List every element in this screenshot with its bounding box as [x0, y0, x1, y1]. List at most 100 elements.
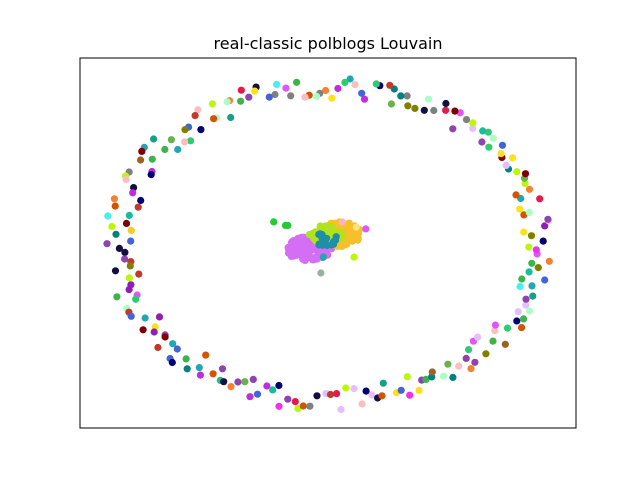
ring-node: [127, 237, 135, 245]
core-node: [293, 237, 302, 245]
ring-node: [378, 392, 386, 400]
ring-node: [497, 150, 505, 158]
ring-node: [527, 232, 536, 240]
core-node: [316, 240, 324, 249]
ring-node: [227, 383, 235, 391]
ring-node: [125, 286, 133, 294]
ring-node: [532, 246, 540, 254]
ring-node: [127, 226, 135, 234]
core-outlier-node: [352, 223, 360, 231]
ring-node: [516, 205, 524, 213]
ring-node: [208, 100, 216, 108]
ring-node: [360, 95, 369, 103]
ring-node: [104, 212, 112, 220]
ring-node: [322, 86, 330, 95]
ring-node: [513, 317, 521, 325]
ring-node: [282, 84, 290, 92]
ring-node: [227, 113, 235, 122]
ring-node: [137, 156, 145, 164]
ring-node: [167, 136, 175, 144]
ring-node: [287, 92, 295, 100]
ring-node: [326, 390, 335, 399]
ring-node: [273, 80, 281, 88]
ring-node: [147, 171, 155, 179]
ring-node: [328, 94, 336, 102]
ring-node: [379, 379, 387, 387]
ring-node: [513, 168, 521, 176]
ring-node: [420, 106, 428, 114]
ring-node: [108, 222, 116, 231]
ring-node: [444, 360, 452, 368]
ring-node: [525, 307, 534, 315]
ring-node: [520, 228, 528, 236]
ring-node: [503, 324, 512, 332]
ring-node: [137, 196, 145, 205]
ring-node: [403, 92, 411, 100]
ring-node: [341, 78, 349, 86]
ring-node: [291, 398, 299, 406]
ring-node: [112, 230, 120, 238]
ring-node: [387, 100, 395, 108]
ring-node: [161, 145, 169, 153]
ring-node: [469, 119, 477, 127]
ring-node: [525, 185, 534, 193]
ring-node: [301, 93, 309, 101]
core-node: [323, 234, 331, 242]
core-outlier-node: [317, 269, 325, 277]
ring-node: [362, 387, 370, 395]
ring-node: [501, 340, 509, 348]
ring-node: [358, 400, 366, 408]
ring-node: [346, 75, 354, 83]
ring-node: [442, 106, 450, 114]
ring-node: [469, 124, 477, 132]
core-outlier-node: [270, 218, 278, 226]
ring-node: [397, 92, 405, 100]
ring-node: [386, 81, 394, 89]
ring-node: [313, 92, 321, 100]
ring-node: [313, 392, 321, 400]
ring-node: [125, 274, 133, 282]
ring-node: [181, 126, 189, 134]
ring-node: [122, 175, 130, 183]
core-node: [341, 241, 350, 249]
ring-node: [111, 202, 119, 210]
ring-node: [479, 127, 487, 135]
ring-node: [404, 102, 412, 110]
ring-node: [121, 248, 129, 256]
ring-node: [525, 268, 533, 276]
ring-node: [545, 257, 553, 265]
ring-node: [449, 373, 457, 381]
ring-node: [525, 243, 533, 251]
ring-node: [462, 354, 470, 362]
ring-node: [485, 143, 493, 151]
ring-node: [237, 86, 245, 94]
ring-node: [518, 324, 526, 332]
ring-node: [541, 276, 549, 284]
ring-node: [155, 313, 164, 321]
ring-node: [141, 314, 149, 322]
ring-node: [372, 80, 380, 88]
ring-node: [122, 219, 131, 227]
ring-node: [187, 137, 195, 145]
ring-node: [498, 141, 507, 149]
ring-node: [195, 364, 203, 372]
ring-node: [148, 155, 156, 163]
ring-node: [508, 154, 517, 162]
ring-node: [103, 240, 111, 248]
ring-node: [150, 135, 158, 143]
ring-node: [539, 237, 547, 245]
ring-node: [350, 385, 358, 393]
ring-node: [125, 211, 133, 219]
ring-node: [403, 373, 411, 381]
ring-node: [127, 312, 135, 320]
ring-node: [471, 358, 479, 366]
ring-node: [333, 390, 341, 398]
ring-node: [129, 189, 137, 197]
ring-node: [544, 215, 552, 223]
ring-node: [169, 340, 177, 348]
core-node: [317, 223, 325, 231]
ring-node: [482, 350, 490, 358]
ring-node: [512, 191, 520, 199]
ring-node: [474, 333, 482, 341]
ring-node: [174, 145, 182, 154]
